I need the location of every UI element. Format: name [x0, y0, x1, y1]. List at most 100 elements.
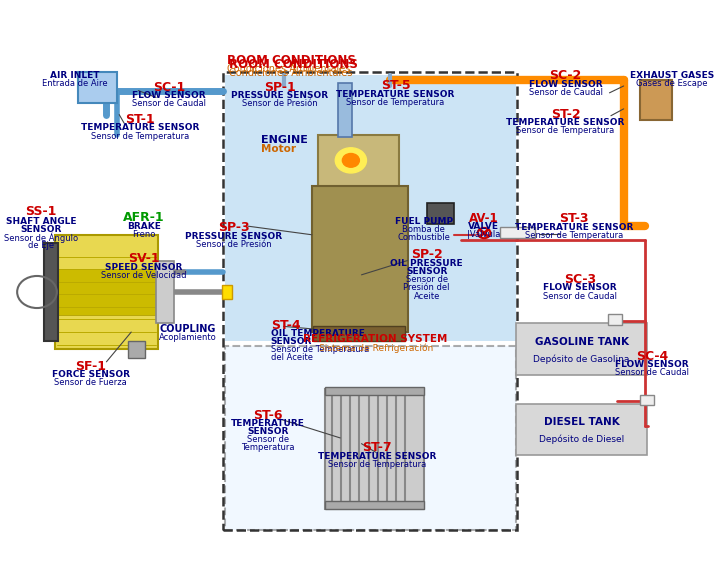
Text: Condiciones Ambientales: Condiciones Ambientales	[229, 68, 352, 78]
Text: Sensor de Caudal: Sensor de Caudal	[615, 368, 689, 377]
Text: SENSOR: SENSOR	[406, 267, 448, 276]
Text: Sensor de: Sensor de	[406, 276, 448, 284]
Bar	[608, 314, 623, 325]
Text: FUEL PUMP: FUEL PUMP	[395, 217, 453, 225]
Bar	[640, 395, 654, 405]
Text: REFRIGERATION SYSTEM: REFRIGERATION SYSTEM	[304, 334, 448, 344]
Text: SC-2: SC-2	[549, 69, 582, 82]
Bar	[640, 80, 672, 120]
Text: ST-5: ST-5	[381, 79, 411, 92]
Text: SV-1: SV-1	[128, 252, 160, 265]
Bar	[516, 404, 647, 455]
Bar	[427, 203, 453, 224]
Text: SS-1: SS-1	[25, 206, 57, 218]
Bar	[223, 72, 518, 530]
Bar	[44, 244, 59, 340]
Bar	[338, 83, 352, 137]
Text: Entrada de Aire: Entrada de Aire	[42, 79, 107, 88]
Text: Bomba de: Bomba de	[403, 224, 445, 234]
Text: COUPLING: COUPLING	[160, 324, 216, 334]
Text: FLOW SENSOR: FLOW SENSOR	[543, 283, 617, 293]
Circle shape	[343, 154, 359, 167]
Text: ST-3: ST-3	[560, 212, 589, 225]
Bar	[226, 75, 516, 340]
Text: ST-1: ST-1	[125, 113, 155, 126]
Text: FLOW SENSOR: FLOW SENSOR	[529, 80, 602, 89]
Text: Combustible: Combustible	[398, 232, 450, 242]
Text: AFR-1: AFR-1	[123, 211, 165, 224]
Text: ENGINE: ENGINE	[261, 135, 308, 145]
Bar	[226, 346, 516, 530]
Text: Depósito de Gasolina: Depósito de Gasolina	[534, 355, 630, 364]
Text: Sensor de Presión: Sensor de Presión	[196, 240, 272, 249]
Text: Sensor de Temperatura: Sensor de Temperatura	[90, 132, 189, 141]
Text: SENSOR: SENSOR	[271, 338, 312, 346]
Text: Sensor de Fuerza: Sensor de Fuerza	[54, 378, 127, 388]
Bar	[500, 227, 535, 238]
Text: AV-1: AV-1	[469, 212, 498, 225]
Text: AIR INLET: AIR INLET	[50, 71, 99, 80]
Text: Sensor de Temperatura: Sensor de Temperatura	[525, 231, 623, 241]
Bar	[78, 72, 117, 103]
Text: SENSOR: SENSOR	[20, 224, 62, 234]
Bar	[128, 340, 145, 358]
Bar	[222, 284, 232, 299]
Text: PRESSURE SENSOR: PRESSURE SENSOR	[185, 232, 283, 241]
Bar	[312, 186, 408, 332]
Bar	[325, 387, 424, 395]
Text: ST-7: ST-7	[362, 441, 392, 454]
Text: SF-1: SF-1	[75, 360, 106, 373]
Text: Sensor de Presión: Sensor de Presión	[242, 99, 318, 108]
Text: Gases de Escape: Gases de Escape	[636, 79, 708, 88]
Text: SC-4: SC-4	[636, 350, 668, 363]
Text: Sensor de Temperatura: Sensor de Temperatura	[328, 460, 427, 469]
Text: TEMPERATURE SENSOR: TEMPERATURE SENSOR	[80, 123, 199, 132]
Text: Aceite: Aceite	[414, 291, 440, 301]
Text: OIL TEMPERATURE: OIL TEMPERATURE	[271, 329, 364, 338]
Text: Acoplamiento: Acoplamiento	[159, 333, 217, 342]
Text: ST-6: ST-6	[253, 409, 283, 422]
Bar	[325, 502, 424, 509]
Text: ST-2: ST-2	[551, 108, 581, 121]
Bar	[56, 269, 158, 315]
Text: SC-3: SC-3	[564, 273, 596, 286]
Text: Sensor de Ángulo: Sensor de Ángulo	[4, 232, 78, 243]
Text: Sensor de Temperatura: Sensor de Temperatura	[271, 345, 369, 354]
Text: Sistema de Refrigeración: Sistema de Refrigeración	[319, 343, 433, 353]
Text: TEMPERATURE SENSOR: TEMPERATURE SENSOR	[515, 223, 633, 232]
Text: FLOW SENSOR: FLOW SENSOR	[132, 91, 205, 100]
Text: TEMPERATURE SENSOR: TEMPERATURE SENSOR	[336, 90, 455, 99]
Text: Sensor de: Sensor de	[247, 435, 289, 444]
Text: Presión del: Presión del	[403, 283, 450, 293]
Text: Temperatura: Temperatura	[241, 443, 295, 452]
Text: de Eje: de Eje	[28, 241, 54, 250]
Text: VALVE: VALVE	[468, 223, 499, 231]
Text: Sensor de Temperatura: Sensor de Temperatura	[346, 98, 445, 107]
Bar	[325, 390, 424, 509]
Text: ST-4: ST-4	[271, 319, 301, 332]
Text: Sensor de Caudal: Sensor de Caudal	[543, 291, 617, 301]
Bar	[156, 260, 174, 324]
Text: Sensor de Velocidad: Sensor de Velocidad	[101, 271, 187, 280]
Text: del Aceite: del Aceite	[271, 353, 313, 362]
Text: SP-2: SP-2	[411, 248, 442, 261]
Bar	[516, 324, 647, 375]
Bar	[317, 135, 399, 189]
Text: TEMPERATURE: TEMPERATURE	[231, 419, 305, 428]
Text: SENSOR: SENSOR	[247, 427, 288, 436]
Text: Depósito de Diesel: Depósito de Diesel	[539, 435, 624, 444]
Text: FORCE SENSOR: FORCE SENSOR	[52, 370, 130, 380]
Circle shape	[335, 148, 367, 173]
Text: Sensor de Temperatura: Sensor de Temperatura	[516, 126, 615, 135]
Text: TEMPERATURE SENSOR: TEMPERATURE SENSOR	[506, 118, 625, 127]
Text: SC-1: SC-1	[153, 81, 185, 93]
Text: ROOM CONDITIONS: ROOM CONDITIONS	[227, 54, 356, 67]
Text: FLOW SENSOR: FLOW SENSOR	[615, 360, 689, 369]
Text: SP-1: SP-1	[264, 81, 296, 93]
Text: SPEED SENSOR: SPEED SENSOR	[106, 263, 183, 272]
Text: Sensor de Caudal: Sensor de Caudal	[529, 88, 602, 97]
Text: SHAFT ANGLE: SHAFT ANGLE	[6, 217, 77, 225]
Text: Motor: Motor	[261, 144, 296, 154]
Text: SP-3: SP-3	[218, 221, 249, 234]
Bar	[313, 326, 406, 340]
